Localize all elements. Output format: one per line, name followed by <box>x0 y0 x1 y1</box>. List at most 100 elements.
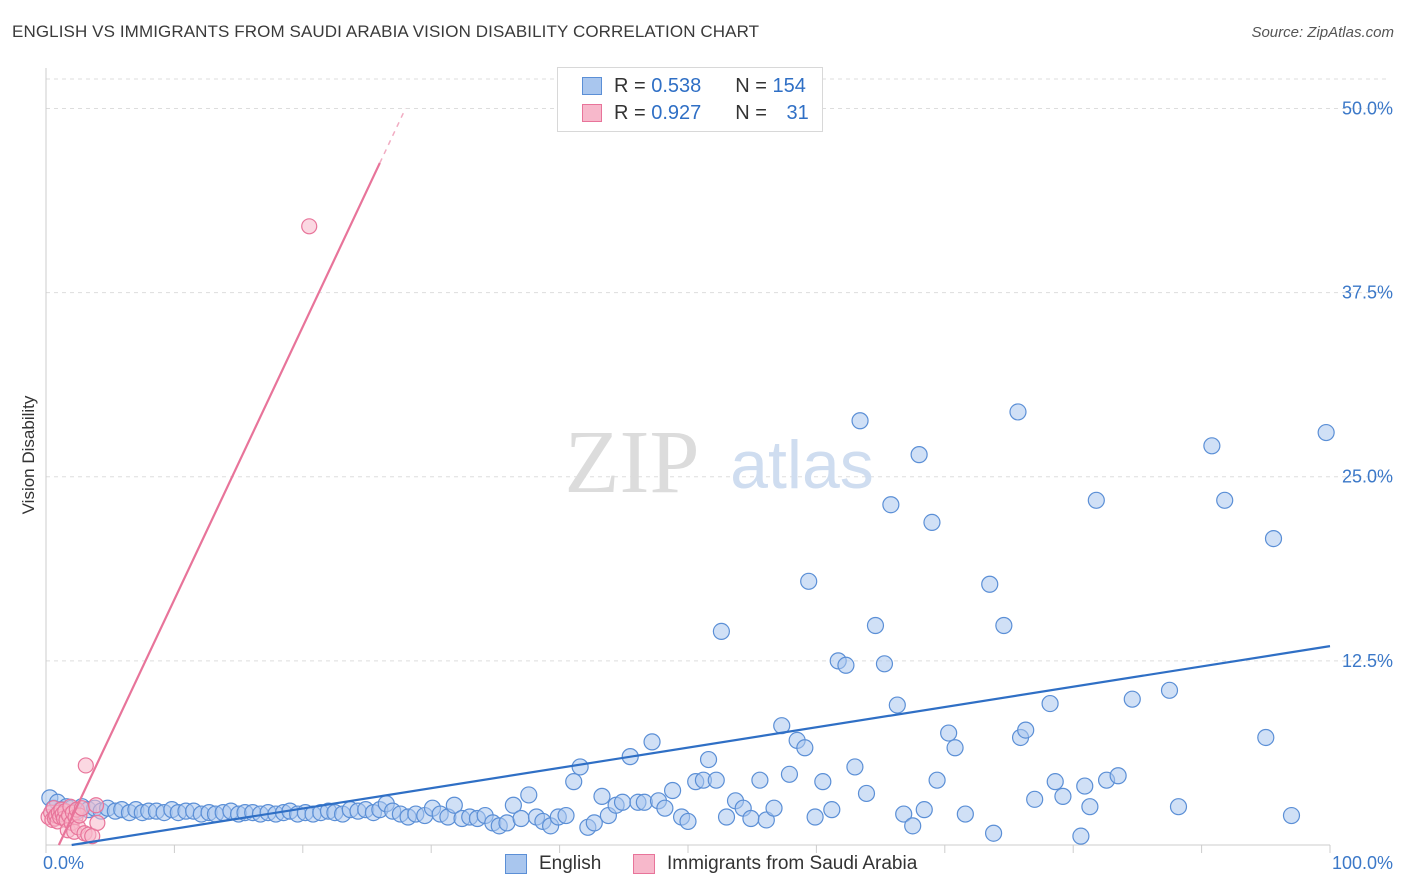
english-point <box>1054 787 1072 805</box>
english-point <box>1160 681 1179 699</box>
y-tick-label: 25.0% <box>1342 467 1393 487</box>
english-point <box>1026 790 1044 808</box>
x-tick-label: 0.0% <box>43 853 84 873</box>
english-point <box>1087 491 1105 509</box>
english-point <box>1257 728 1275 747</box>
english-point <box>1123 690 1141 708</box>
legend-n-value-saudi: 31 <box>786 101 809 124</box>
english-point <box>956 805 974 823</box>
legend-n-label: N = <box>735 101 767 124</box>
english-point <box>837 656 855 674</box>
legend-r-label: R = <box>614 101 646 124</box>
correlation-legend: R = 0.538 N = 154 R = 0.927 N = 31 <box>557 67 823 132</box>
english-point <box>679 812 697 831</box>
bottom-legend-swatch-english <box>505 854 527 874</box>
english-point <box>780 765 799 783</box>
saudi-trend-extension <box>379 108 407 164</box>
english-point <box>498 814 516 832</box>
english-point <box>1072 827 1090 845</box>
english-point <box>571 758 589 776</box>
english-point <box>635 793 653 811</box>
english-point <box>613 793 632 811</box>
english-point <box>851 412 869 430</box>
legend-r-value-english: 0.538 <box>651 74 702 97</box>
watermark-atlas: atlas <box>730 427 874 503</box>
english-point <box>910 446 928 464</box>
saudi-point <box>301 218 318 235</box>
english-point <box>866 616 885 635</box>
english-point <box>1169 798 1188 816</box>
english-point <box>712 622 730 641</box>
english-point <box>857 784 876 803</box>
english-point <box>1203 437 1221 455</box>
english-point <box>946 739 964 757</box>
y-tick-label: 12.5% <box>1342 651 1393 671</box>
english-point <box>504 796 522 814</box>
english-point <box>995 616 1013 635</box>
english-point <box>593 787 611 805</box>
english-point <box>717 808 736 826</box>
tick-labels: 12.5% 25.0% 37.5% 50.0% 0.0% 100.0% <box>43 98 1393 873</box>
english-point <box>1081 798 1099 816</box>
english-point <box>512 809 530 828</box>
x-tick-label: 100.0% <box>1332 853 1393 873</box>
bottom-legend-english: English <box>505 852 601 876</box>
english-point <box>742 809 760 828</box>
english-point <box>707 771 725 789</box>
english-point <box>846 758 864 776</box>
legend-n-value-english: 154 <box>772 74 806 97</box>
y-axis-label: Vision Disability <box>19 395 38 514</box>
chart-title: ENGLISH VS IMMIGRANTS FROM SAUDI ARABIA … <box>12 22 760 41</box>
english-point <box>981 575 999 593</box>
english-point <box>1109 767 1127 785</box>
saudi-points <box>40 218 318 845</box>
source-label: Source: ZipAtlas.com <box>1251 24 1394 41</box>
english-point <box>796 739 814 757</box>
english-point <box>1041 694 1059 713</box>
english-point <box>557 806 575 825</box>
saudi-point <box>87 797 105 814</box>
legend-swatch-saudi <box>582 104 602 122</box>
legend-n-label: N = <box>735 74 767 97</box>
english-point <box>823 801 841 819</box>
english-point <box>904 817 922 835</box>
y-tick-label: 50.0% <box>1342 98 1393 118</box>
english-point <box>888 696 906 714</box>
english-point <box>1009 403 1027 421</box>
english-point <box>1216 491 1234 509</box>
english-point <box>1282 806 1301 825</box>
english-point <box>915 801 933 819</box>
bottom-legend-label-english: English <box>539 853 602 874</box>
english-point <box>520 786 538 804</box>
english-point <box>1317 423 1335 442</box>
english-point <box>699 750 718 769</box>
axes <box>45 68 1331 853</box>
legend-row-saudi: R = 0.927 N = 31 <box>582 101 809 125</box>
english-trend-line <box>71 645 1331 847</box>
english-point <box>565 773 583 791</box>
watermark-zip: ZIP <box>565 413 700 512</box>
english-point <box>940 724 958 742</box>
english-point <box>1046 773 1064 791</box>
english-point <box>1264 529 1283 548</box>
legend-r-label: R = <box>614 74 646 97</box>
english-point <box>1017 721 1035 739</box>
english-point <box>928 771 946 789</box>
legend-row-english: R = 0.538 N = 154 <box>582 74 806 98</box>
english-point <box>806 808 824 826</box>
english-point <box>882 496 900 514</box>
gridlines <box>46 78 1390 662</box>
english-point <box>585 814 603 832</box>
trend-lines <box>57 108 1331 847</box>
saudi-trend-line <box>57 162 381 846</box>
english-point <box>643 733 661 751</box>
english-point <box>814 773 832 791</box>
english-point <box>751 771 769 789</box>
english-point <box>800 572 818 590</box>
english-point <box>663 781 682 800</box>
english-point <box>656 799 674 817</box>
y-tick-label: 37.5% <box>1342 283 1393 303</box>
english-point <box>445 796 463 814</box>
legend-swatch-english <box>582 77 602 95</box>
